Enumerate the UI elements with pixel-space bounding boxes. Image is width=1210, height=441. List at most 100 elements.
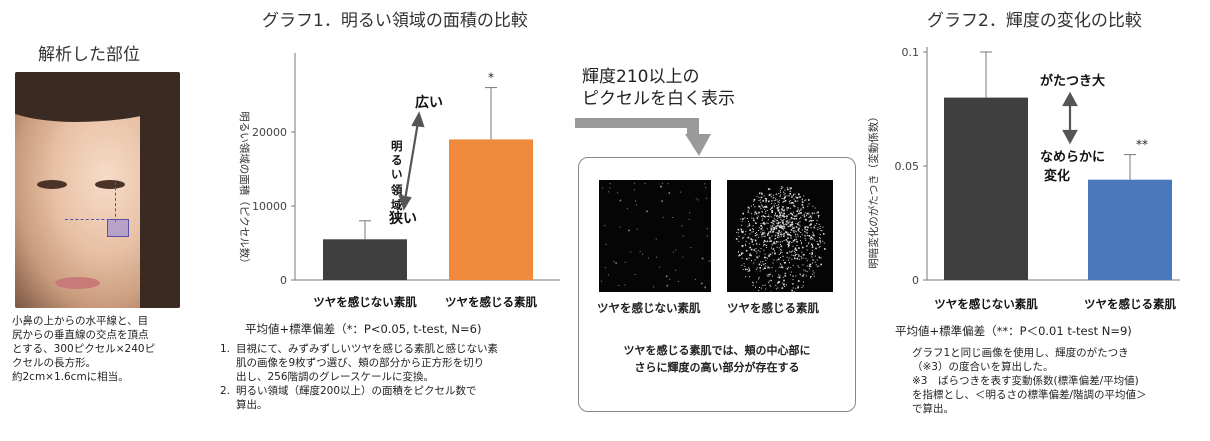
noise-dot [706,228,708,230]
noise-dot [751,240,754,242]
noise-dot [745,230,747,232]
noise-dot [760,225,762,227]
noise-dot [801,204,804,206]
noise-dot [633,189,635,191]
noise-dot [778,206,780,208]
noise-dot [609,187,611,189]
noise-dot [752,217,754,219]
noise-dot [755,286,756,288]
image-gloss [727,180,833,293]
noise-dot [766,274,768,276]
noise-dot [799,274,801,276]
noise-dot [790,207,792,209]
noise-dot [764,208,766,210]
noise-dot [600,280,602,282]
noise-dot [788,259,789,261]
noise-dot [782,220,784,222]
noise-dot [786,215,788,218]
noise-dot [760,201,762,203]
noise-dot [776,232,778,234]
noise-dot [690,247,692,249]
noise-dot [764,284,766,286]
noise-dot [811,246,814,248]
noise-dot [762,232,764,234]
noise-dot [792,215,794,217]
noise-dot [793,202,794,204]
chart1-tick-label: 10000 [252,200,287,213]
noise-dot [747,220,749,222]
noise-dot [751,242,753,244]
noise-dot [803,269,805,271]
noise-dot [779,225,780,227]
noise-dot [682,256,684,258]
noise-dot [780,248,782,250]
noise-dot [665,275,668,278]
noise-dot [797,235,799,237]
noise-dot [806,260,808,262]
noise-dot [812,259,813,261]
noise-dot [792,275,794,277]
noise-dot [789,251,790,253]
noise-dot [782,227,784,229]
noise-dot [768,214,770,216]
noise-dot [792,283,793,285]
noise-dot [795,287,797,289]
noise-dot [761,215,763,217]
noise-dot [760,261,762,263]
noise-dot [811,252,813,254]
noise-dot [766,228,768,230]
noise-dot [796,250,798,252]
noise-dot [808,243,810,245]
noise-dot [757,249,759,251]
noise-dot [791,213,794,216]
noise-dot [646,210,648,213]
noise-dot [794,255,796,256]
noise-dot [792,240,795,242]
noise-dot [756,267,758,269]
noise-dot [777,209,780,212]
noise-dot [760,265,762,266]
noise-dot [747,236,750,239]
noise-dot [689,212,691,214]
noise-dot [787,266,789,268]
noise-dot [797,223,799,225]
noise-dot [796,215,798,217]
noise-dot [788,225,790,227]
noise-dot [788,241,790,244]
noise-dot [780,251,782,253]
noise-dot [754,239,757,242]
noise-dot [758,197,760,199]
noise-dot [615,262,617,264]
noise-dot [760,231,762,233]
noise-dot [800,217,802,219]
noise-dot [762,261,764,263]
noise-dot [771,200,772,202]
noise-dot [810,223,812,225]
chart2-notes: グラフ1と同じ画像を使用し、輝度のがたつき （※3）の度合いを算出した。 ※3 … [912,347,1147,415]
noise-dot [749,254,751,256]
noise-dot [704,286,706,289]
noise-dot [752,239,754,240]
noise-dot [742,212,744,215]
noise-dot [808,213,810,215]
noise-dot [781,235,783,237]
noise-dot [655,238,657,240]
noise-dot [818,244,819,246]
noise-dot [782,201,784,203]
noise-dot [777,236,778,238]
noise-dot [669,278,671,280]
noise-dot [782,222,783,224]
noise-dot [634,274,636,275]
noise-dot [792,221,794,223]
noise-dot [772,231,774,233]
noise-dot [780,225,782,226]
noise-dot [766,210,768,212]
noise-dot [619,199,622,202]
noise-dot [761,236,763,238]
noise-dot [796,253,798,255]
noise-dot [795,249,798,251]
noise-dot [754,234,756,236]
noise-dot [799,221,801,223]
noise-dot [759,267,761,269]
noise-dot [810,239,812,241]
